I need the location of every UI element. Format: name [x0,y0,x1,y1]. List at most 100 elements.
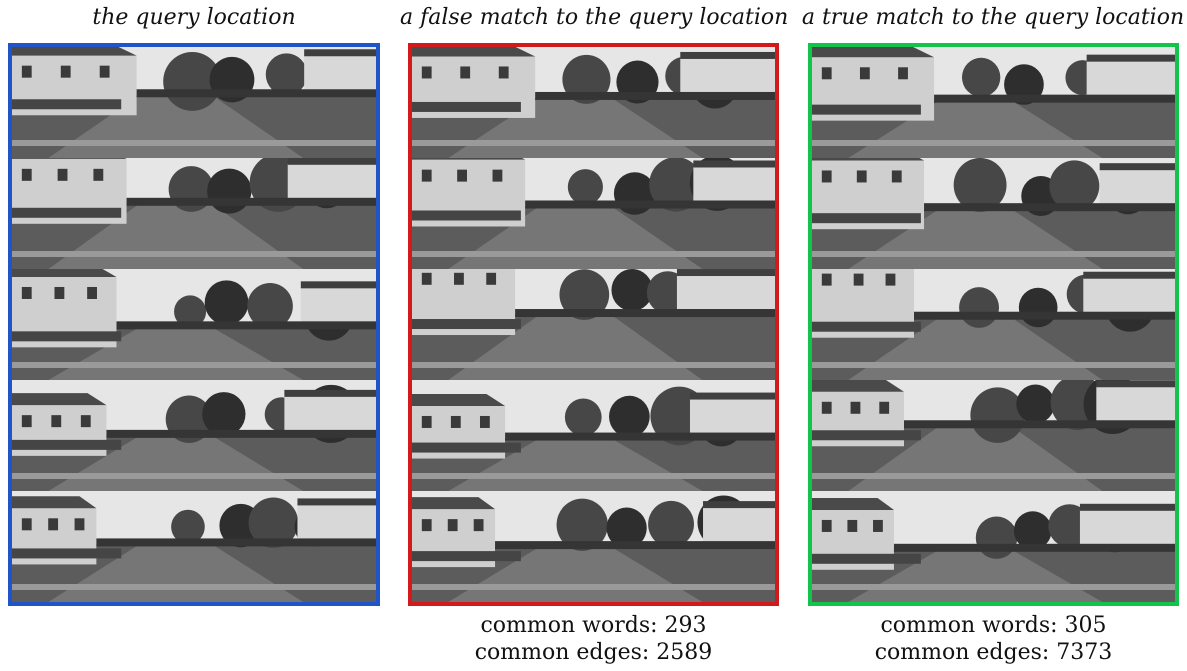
roof [287,158,376,165]
window [853,273,864,286]
roof [12,158,127,159]
shadow [12,439,122,450]
street-scene-image [412,491,775,602]
query-photo-1 [12,47,376,158]
false-match-stats: common words: 293 common edges: 2589 [408,612,779,666]
hedge [126,197,376,206]
hedge [505,432,775,441]
hedge [136,89,376,98]
tree [556,498,608,551]
shadow [812,553,921,564]
shadow [412,319,521,330]
window [460,66,471,79]
shadow [812,104,921,115]
window [421,415,432,428]
edges-label: common edges: [474,640,650,665]
roof [304,49,376,57]
street-scene-image [12,491,376,602]
window [821,401,832,414]
window [859,67,870,80]
window [57,168,68,181]
tree [1013,511,1052,550]
building [703,507,775,548]
tree [204,280,249,325]
window [457,169,467,182]
tree [247,282,293,330]
window [473,519,484,532]
tree [1018,287,1058,328]
tree [567,169,603,205]
sidewalk [412,584,775,590]
roof [1083,271,1175,279]
edges-label: common edges: [874,640,1050,665]
window [454,272,464,285]
tree [207,168,252,214]
window [891,170,902,183]
hedge [893,543,1175,552]
street-scene-image [812,269,1175,380]
building [1096,386,1175,427]
building [680,57,775,98]
tree [265,53,308,96]
roof [412,47,536,57]
building [1079,509,1175,550]
false-match-edges-line: common edges: 2589 [408,639,779,666]
street-scene-image [12,380,376,491]
window [21,286,32,299]
building [689,398,775,439]
tree [559,269,610,320]
shadow [812,430,921,441]
tree [1049,160,1100,212]
tree [174,295,207,328]
false-match-photo-4 [412,380,775,491]
roof [284,389,376,397]
sidewalk [412,473,775,479]
query-photo-2 [12,158,376,269]
tree [649,158,703,212]
window [492,169,503,182]
shadow [412,442,521,453]
shadow [12,548,122,559]
window [486,272,497,285]
window [21,65,32,78]
hedge [903,420,1175,429]
window [87,286,97,299]
roof [703,501,775,509]
hedge [914,311,1175,320]
roof [812,497,894,510]
false-match-frame [408,43,779,606]
words-value: 293 [664,613,707,638]
sidewalk [12,140,376,146]
tree [606,507,647,549]
window [879,401,890,414]
building [693,166,775,207]
window [74,518,85,531]
street-scene-image [412,269,775,380]
window [99,65,110,78]
query-frame [8,43,380,606]
tree [611,269,653,312]
shadow [412,551,521,562]
street-scene-image [412,158,775,269]
hedge [106,429,376,438]
window [51,415,62,428]
sidewalk [12,251,376,257]
sidewalk [12,473,376,479]
hedge [116,321,376,330]
street-scene-image [12,158,376,269]
false-match-photo-2 [412,158,775,269]
hedge [924,203,1175,212]
roof [12,269,117,277]
true-match-photo-1 [812,47,1175,158]
query-photo-5 [12,491,376,602]
true-match-edges-line: common edges: 7373 [808,639,1179,666]
sidewalk [12,362,376,368]
query-photo-4 [12,380,376,491]
window [421,66,432,79]
street-scene-image [812,380,1175,491]
street-scene-image [412,380,775,491]
query-title: the query location [92,5,296,30]
hedge [96,538,376,547]
true-match-words-line: common words: 305 [808,612,1179,639]
tree [1004,64,1044,105]
